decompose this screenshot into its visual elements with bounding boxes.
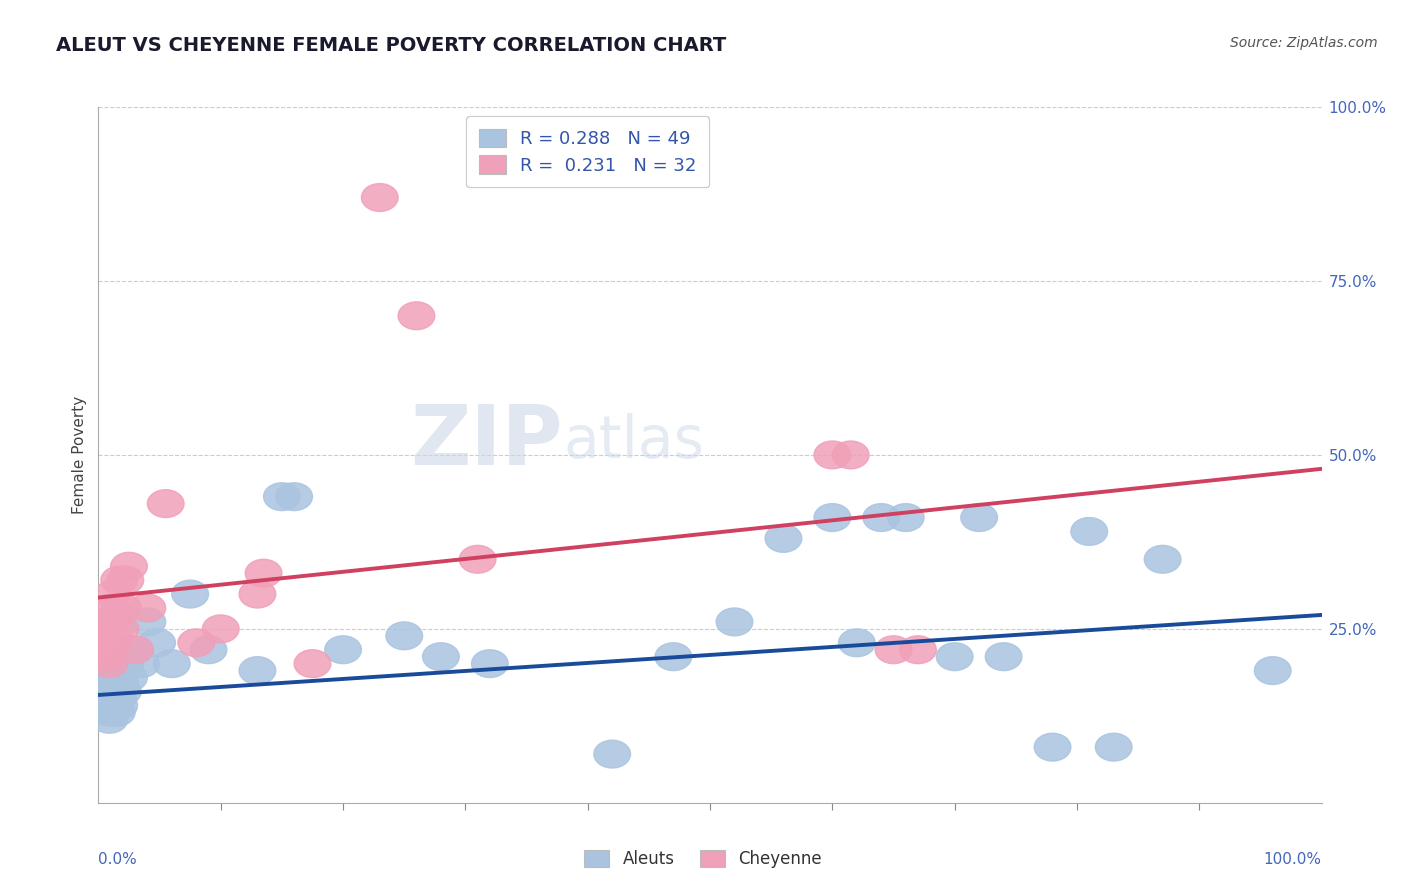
- Ellipse shape: [97, 678, 134, 706]
- Ellipse shape: [263, 483, 301, 510]
- Ellipse shape: [94, 671, 131, 698]
- Ellipse shape: [98, 698, 135, 726]
- Ellipse shape: [593, 740, 630, 768]
- Ellipse shape: [398, 301, 434, 330]
- Ellipse shape: [103, 615, 139, 643]
- Ellipse shape: [460, 545, 496, 574]
- Ellipse shape: [89, 691, 125, 719]
- Ellipse shape: [84, 629, 121, 657]
- Ellipse shape: [139, 629, 176, 657]
- Ellipse shape: [84, 678, 121, 706]
- Ellipse shape: [107, 566, 143, 594]
- Legend: R = 0.288   N = 49, R =  0.231   N = 32: R = 0.288 N = 49, R = 0.231 N = 32: [467, 116, 709, 187]
- Ellipse shape: [765, 524, 801, 552]
- Ellipse shape: [814, 441, 851, 469]
- Ellipse shape: [179, 629, 215, 657]
- Ellipse shape: [101, 691, 138, 719]
- Ellipse shape: [172, 580, 208, 608]
- Ellipse shape: [94, 684, 131, 713]
- Ellipse shape: [104, 678, 141, 706]
- Ellipse shape: [94, 629, 131, 657]
- Ellipse shape: [202, 615, 239, 643]
- Ellipse shape: [96, 622, 132, 649]
- Ellipse shape: [153, 649, 190, 678]
- Ellipse shape: [129, 608, 166, 636]
- Ellipse shape: [960, 504, 997, 532]
- Ellipse shape: [111, 552, 148, 580]
- Text: 100.0%: 100.0%: [1264, 852, 1322, 866]
- Ellipse shape: [1035, 733, 1071, 761]
- Y-axis label: Female Poverty: Female Poverty: [72, 396, 87, 514]
- Text: atlas: atlas: [564, 412, 704, 469]
- Ellipse shape: [423, 643, 460, 671]
- Text: ZIP: ZIP: [411, 401, 564, 482]
- Ellipse shape: [93, 594, 129, 622]
- Ellipse shape: [385, 622, 423, 649]
- Ellipse shape: [294, 649, 330, 678]
- Ellipse shape: [361, 184, 398, 211]
- Ellipse shape: [91, 649, 128, 678]
- Ellipse shape: [239, 657, 276, 684]
- Ellipse shape: [86, 684, 122, 713]
- Ellipse shape: [1254, 657, 1291, 684]
- Ellipse shape: [832, 441, 869, 469]
- Ellipse shape: [94, 580, 131, 608]
- Ellipse shape: [148, 490, 184, 517]
- Ellipse shape: [89, 643, 125, 671]
- Text: ALEUT VS CHEYENNE FEMALE POVERTY CORRELATION CHART: ALEUT VS CHEYENNE FEMALE POVERTY CORRELA…: [56, 36, 727, 54]
- Ellipse shape: [936, 643, 973, 671]
- Ellipse shape: [101, 566, 138, 594]
- Ellipse shape: [1071, 517, 1108, 545]
- Ellipse shape: [471, 649, 508, 678]
- Text: 0.0%: 0.0%: [98, 852, 138, 866]
- Ellipse shape: [100, 684, 136, 713]
- Ellipse shape: [1095, 733, 1132, 761]
- Ellipse shape: [117, 636, 153, 664]
- Ellipse shape: [111, 664, 148, 691]
- Ellipse shape: [239, 580, 276, 608]
- Ellipse shape: [107, 649, 143, 678]
- Ellipse shape: [93, 664, 129, 691]
- Ellipse shape: [91, 706, 128, 733]
- Ellipse shape: [86, 636, 122, 664]
- Ellipse shape: [122, 649, 160, 678]
- Ellipse shape: [276, 483, 312, 510]
- Ellipse shape: [93, 698, 129, 726]
- Ellipse shape: [87, 671, 124, 698]
- Ellipse shape: [104, 594, 141, 622]
- Ellipse shape: [325, 636, 361, 664]
- Ellipse shape: [900, 636, 936, 664]
- Legend: Aleuts, Cheyenne: Aleuts, Cheyenne: [578, 843, 828, 875]
- Ellipse shape: [838, 629, 875, 657]
- Ellipse shape: [98, 601, 135, 629]
- Ellipse shape: [96, 691, 132, 719]
- Ellipse shape: [716, 608, 752, 636]
- Ellipse shape: [90, 678, 127, 706]
- Ellipse shape: [103, 671, 139, 698]
- Ellipse shape: [875, 636, 912, 664]
- Ellipse shape: [117, 636, 153, 664]
- Ellipse shape: [84, 615, 122, 643]
- Ellipse shape: [655, 643, 692, 671]
- Ellipse shape: [190, 636, 226, 664]
- Ellipse shape: [245, 559, 281, 587]
- Ellipse shape: [986, 643, 1022, 671]
- Ellipse shape: [887, 504, 924, 532]
- Ellipse shape: [129, 594, 166, 622]
- Ellipse shape: [1144, 545, 1181, 574]
- Ellipse shape: [863, 504, 900, 532]
- Ellipse shape: [87, 622, 124, 649]
- Ellipse shape: [90, 608, 127, 636]
- Ellipse shape: [814, 504, 851, 532]
- Text: Source: ZipAtlas.com: Source: ZipAtlas.com: [1230, 36, 1378, 50]
